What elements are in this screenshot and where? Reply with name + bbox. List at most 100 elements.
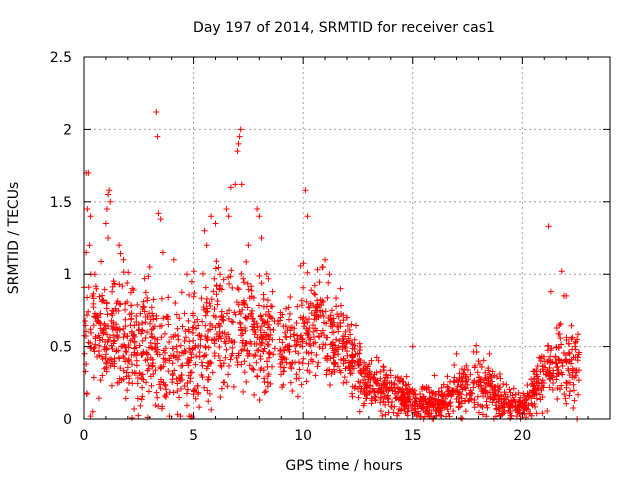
data-point: [346, 327, 353, 334]
data-point: [216, 323, 223, 330]
data-point: [402, 410, 409, 417]
data-point: [192, 395, 199, 402]
data-point: [109, 325, 116, 332]
data-point: [482, 374, 489, 381]
data-point: [191, 289, 198, 296]
data-point: [116, 300, 123, 307]
data-point: [539, 377, 546, 384]
data-point: [269, 336, 276, 343]
data-point: [244, 304, 251, 311]
data-point: [203, 242, 210, 249]
data-point: [197, 336, 204, 343]
data-point: [220, 276, 227, 283]
data-point: [300, 260, 307, 267]
data-point: [487, 373, 494, 380]
data-point: [120, 367, 127, 374]
data-point: [128, 310, 135, 317]
data-point: [152, 367, 159, 374]
data-point: [214, 297, 221, 304]
data-point: [408, 407, 415, 414]
x-axis-label: GPS time / hours: [285, 458, 402, 474]
data-point: [436, 388, 443, 395]
data-point: [348, 321, 355, 328]
data-points: [81, 109, 583, 422]
data-point: [173, 343, 180, 350]
data-point: [243, 340, 250, 347]
data-point: [534, 373, 541, 380]
data-point: [401, 401, 408, 408]
x-tick-label: 0: [80, 428, 89, 444]
data-point: [444, 373, 451, 380]
data-point: [135, 412, 142, 419]
data-point: [161, 392, 168, 399]
data-point: [104, 206, 111, 213]
data-point: [508, 398, 515, 405]
data-point: [238, 332, 245, 339]
y-tick-label: 1: [63, 267, 72, 283]
data-point: [574, 336, 581, 343]
data-point: [124, 358, 131, 365]
data-point: [184, 356, 191, 363]
data-point: [412, 394, 419, 401]
data-point: [295, 350, 302, 357]
data-point: [362, 367, 369, 374]
data-point: [306, 304, 313, 311]
data-point: [313, 352, 320, 359]
data-point: [265, 370, 272, 377]
data-point: [207, 302, 214, 309]
data-point: [344, 322, 351, 329]
data-point: [568, 335, 575, 342]
data-point: [151, 323, 158, 330]
data-point: [342, 365, 349, 372]
data-point: [178, 372, 185, 379]
data-point: [316, 333, 323, 340]
data-point: [183, 390, 190, 397]
data-point: [344, 314, 350, 321]
data-point: [91, 344, 98, 351]
data-point: [176, 352, 183, 359]
data-point: [267, 380, 274, 387]
data-point: [331, 359, 338, 366]
data-point: [238, 270, 245, 277]
data-point: [109, 288, 116, 295]
data-point: [351, 346, 358, 353]
data-point: [167, 352, 174, 359]
data-point: [103, 360, 110, 367]
data-point: [417, 391, 424, 398]
data-point: [387, 372, 394, 379]
data-point: [177, 342, 184, 349]
data-point: [271, 318, 278, 325]
data-point: [124, 387, 131, 394]
data-point: [265, 275, 272, 282]
data-point: [192, 361, 199, 368]
data-point: [334, 323, 341, 330]
data-point: [382, 401, 389, 408]
data-point: [251, 318, 258, 325]
data-point: [492, 393, 499, 400]
data-point: [190, 310, 197, 317]
data-point: [97, 310, 104, 317]
data-point: [537, 357, 544, 364]
data-point: [441, 404, 448, 411]
data-point: [301, 323, 308, 330]
data-point: [399, 378, 406, 385]
data-point: [377, 375, 384, 382]
y-tick-labels: 0 0.5 1 1.5 2 2.5: [50, 50, 72, 428]
data-point: [495, 388, 502, 395]
data-point: [553, 364, 560, 371]
data-point: [239, 346, 246, 353]
data-point: [166, 357, 173, 364]
data-point: [229, 350, 236, 357]
data-point: [194, 382, 201, 389]
data-point: [148, 330, 155, 337]
data-point: [327, 316, 334, 323]
data-point: [96, 342, 103, 349]
data-point: [124, 280, 131, 287]
data-point: [99, 356, 106, 363]
data-point: [571, 397, 578, 404]
data-point: [549, 386, 556, 393]
data-point: [223, 206, 230, 213]
data-point: [461, 398, 468, 405]
data-point: [319, 263, 326, 270]
data-point: [349, 351, 356, 358]
